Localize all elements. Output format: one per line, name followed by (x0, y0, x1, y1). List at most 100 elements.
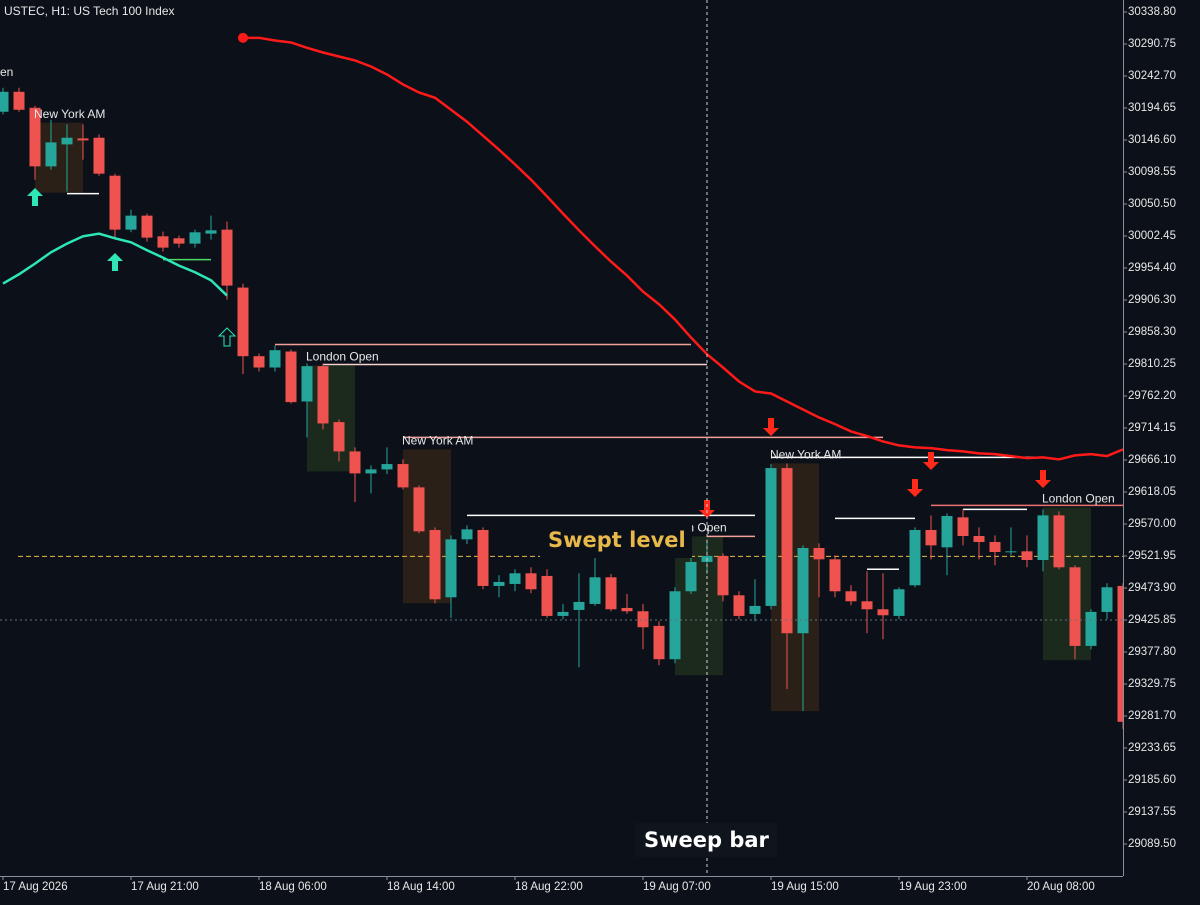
candle-body (125, 215, 137, 230)
y-tick-label: 29233.65 (1128, 742, 1176, 754)
x-tick-label: 18 Aug 14:00 (387, 881, 455, 893)
candle-body (269, 350, 281, 368)
y-tick-label: 30194.65 (1128, 102, 1176, 114)
candle-body (797, 547, 809, 634)
candle-body (957, 517, 969, 537)
candle-body (221, 229, 233, 286)
chart-title: USTEC, H1: US Tech 100 Index (4, 4, 175, 18)
candle-body (173, 238, 185, 244)
candle-body (1037, 515, 1049, 560)
signal-arrow (107, 253, 123, 271)
annotation-bg (540, 522, 692, 558)
y-tick-label: 30242.70 (1128, 70, 1176, 82)
x-tick-label: 17 Aug 2026 (3, 881, 68, 893)
x-tick-label: 18 Aug 06:00 (259, 881, 327, 893)
y-tick-label: 29666.10 (1128, 454, 1176, 466)
candle-body (621, 607, 633, 612)
candle-body (253, 356, 265, 368)
candle-body (365, 469, 377, 474)
session-label: London Open (306, 350, 379, 364)
session-box (403, 449, 451, 604)
candle-body (317, 366, 329, 424)
candle-body (0, 91, 9, 112)
candle-body (1053, 515, 1065, 568)
signal-arrow (907, 479, 923, 497)
candle-body (541, 575, 553, 616)
candle-body (685, 561, 697, 592)
candle-body (413, 487, 425, 532)
candle-body (829, 559, 841, 592)
signal-arrow (217, 327, 237, 347)
y-tick-label: 29906.30 (1128, 294, 1176, 306)
candle-body (397, 464, 409, 488)
candle-body (941, 516, 953, 548)
candle-body (893, 589, 905, 616)
swept-level-label: Swept level (548, 528, 686, 552)
signal-arrow (27, 188, 43, 206)
candle-body (1005, 551, 1017, 553)
x-tick-label: 17 Aug 21:00 (131, 881, 199, 893)
session-box (307, 365, 355, 472)
candle-body (445, 539, 457, 598)
candle-body (381, 464, 393, 470)
line-start-dot (238, 32, 248, 43)
candle-body (461, 529, 473, 540)
x-tick-label: 20 Aug 08:00 (1027, 881, 1095, 893)
y-tick-label: 29810.25 (1128, 358, 1176, 370)
candle-body (845, 591, 857, 602)
signal-arrow (923, 452, 939, 470)
y-tick-label: 29185.60 (1128, 774, 1176, 786)
candle-body (1117, 585, 1123, 722)
y-tick-label: 29618.05 (1128, 486, 1176, 498)
session-box (1043, 507, 1091, 661)
candle-body (237, 287, 249, 357)
candle-body (653, 625, 665, 660)
session-box (35, 122, 83, 193)
candle-body (189, 232, 201, 244)
y-tick-label: 29089.50 (1128, 838, 1176, 850)
y-tick-label: 29377.80 (1128, 646, 1176, 658)
candle-body (925, 530, 937, 546)
candle-body (1021, 551, 1033, 560)
y-tick-label: 29570.00 (1128, 518, 1176, 530)
x-tick-label: 18 Aug 22:00 (515, 881, 583, 893)
session-label: New York AM (402, 434, 473, 448)
y-tick-label: 30338.80 (1128, 6, 1176, 18)
candle-body (13, 91, 25, 110)
candle-body (1085, 611, 1097, 646)
candle-body (93, 137, 105, 174)
candle-body (477, 530, 489, 586)
candle-body (61, 137, 73, 145)
candle-body (765, 468, 777, 606)
sweep-bar-label: Sweep bar (644, 828, 770, 852)
candle-body (973, 536, 985, 542)
clipped-label: en (0, 65, 13, 79)
candle-body (493, 581, 505, 586)
y-tick-label: 30146.60 (1128, 134, 1176, 146)
session-box (675, 536, 723, 676)
candle-body (573, 601, 585, 610)
candle-body (749, 605, 761, 614)
candle-body (1101, 587, 1113, 612)
indicator-line (2, 232, 228, 297)
y-tick-label: 29762.20 (1128, 390, 1176, 402)
candle-body (301, 366, 313, 402)
session-label: New York AM (34, 107, 105, 121)
candle-body (29, 107, 41, 167)
candle-body (205, 230, 217, 234)
candle-body (733, 595, 745, 616)
y-tick-label: 30098.55 (1128, 166, 1176, 178)
y-tick-label: 29425.85 (1128, 614, 1176, 626)
annotation-bg (635, 823, 777, 857)
y-tick-label: 29714.15 (1128, 422, 1176, 434)
y-tick-label: 29329.75 (1128, 678, 1176, 690)
y-tick-label: 29473.90 (1128, 582, 1176, 594)
candle-body (509, 573, 521, 584)
candle-body (349, 451, 361, 474)
candle-body (1069, 567, 1081, 646)
y-tick-label: 29954.40 (1128, 262, 1176, 274)
signal-arrow (763, 418, 779, 436)
y-tick-label: 29858.30 (1128, 326, 1176, 338)
